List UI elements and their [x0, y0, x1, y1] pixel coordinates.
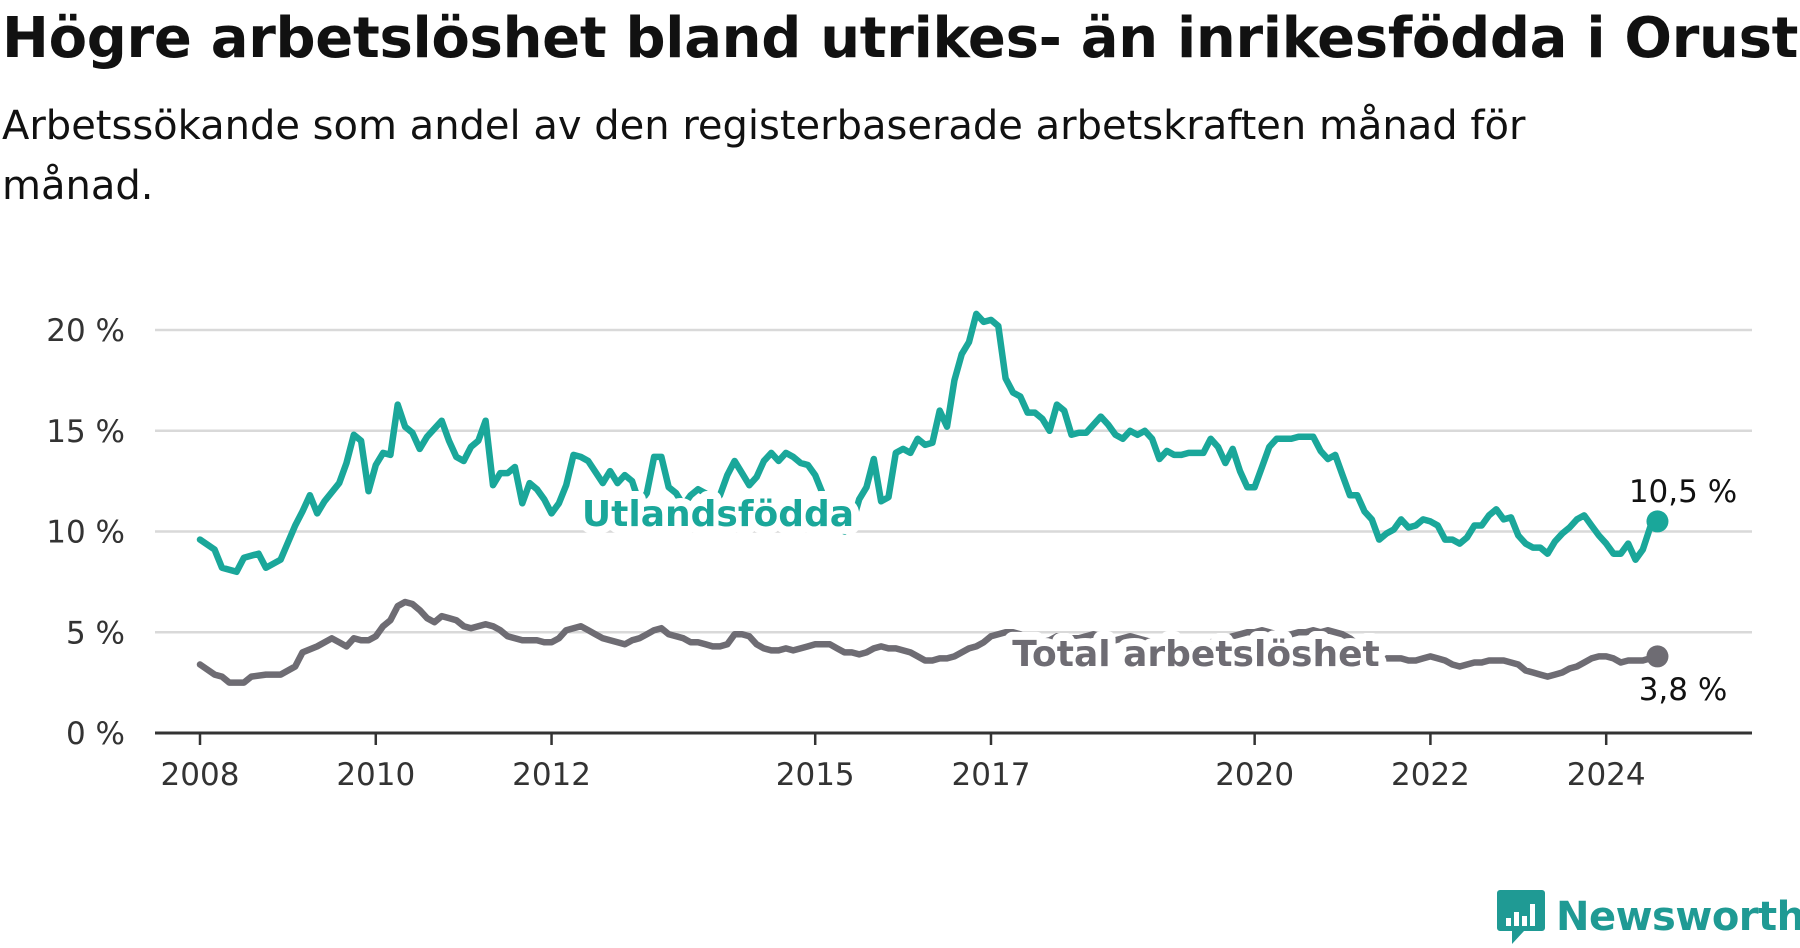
- line-chart: 0 %5 %10 %15 %20 % 2008 2010 2012 2015 2017 2…: [46, 310, 1752, 793]
- x-tick-label: 2015: [776, 757, 855, 793]
- series-line-utlandsfodda: [196, 310, 1661, 576]
- grid-lines: [155, 328, 1752, 634]
- series-end-point-utlandsfodda: [1646, 510, 1669, 533]
- x-axis: 2008 2010 2012 2015 2017 2020 2022 2024: [155, 731, 1752, 793]
- series-end-point-total-arbetsloshet: [1646, 645, 1669, 668]
- y-tick-label: 0 %: [66, 716, 125, 752]
- y-tick-label: 20 %: [46, 313, 125, 349]
- x-tick-label: 2022: [1391, 757, 1470, 793]
- series-label-utlandsfodda-halo: Utlandsfödda: [582, 494, 854, 535]
- x-tick-label: 2012: [512, 757, 591, 793]
- x-tick-label: 2017: [952, 757, 1031, 793]
- y-tick-label: 5 %: [66, 615, 125, 651]
- newsworthy-logo-icon: [1497, 890, 1545, 944]
- chart-subtitle: Arbetssökande som andel av den registerb…: [2, 103, 1526, 209]
- series-label-total-arbetsloshet: Total arbetslöshet: [1012, 634, 1380, 675]
- series-label-utlandsfodda: Utlandsfödda: [582, 494, 854, 535]
- y-tick-label: 10 %: [46, 515, 125, 551]
- x-tick-label: 2024: [1567, 757, 1646, 793]
- y-tick-label: 15 %: [46, 414, 125, 450]
- newsworthy-brand: Newsworthy: [1496, 888, 1800, 946]
- series-lines: [196, 310, 1669, 686]
- y-axis-ticks: 0 % 5 % 10 % 15 % 20 %: [46, 313, 125, 752]
- series-label-total-arbetsloshet-halo: Total arbetslöshet: [1012, 634, 1380, 675]
- end-value-label-utlandsfodda: 10,5 %: [1629, 474, 1737, 510]
- end-value-label-total: 3,8 %: [1639, 672, 1728, 708]
- brand-name: Newsworthy: [1556, 894, 1800, 940]
- series-line-total-arbetsloshet: [196, 598, 1661, 686]
- x-tick-label: 2008: [161, 757, 240, 793]
- x-tick-label: 2020: [1215, 757, 1294, 793]
- x-tick-label: 2010: [336, 757, 415, 793]
- chart-title: Högre arbetslöshet bland utrikes- än inr…: [2, 6, 1799, 71]
